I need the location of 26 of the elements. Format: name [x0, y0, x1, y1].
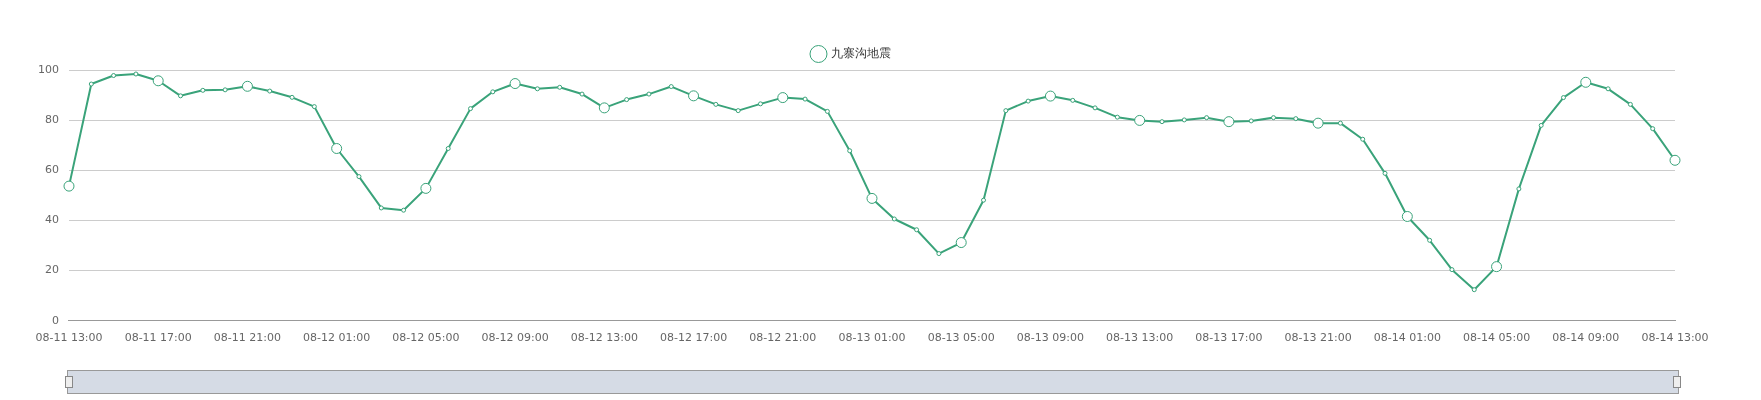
x-tick-label: 08-13 09:00 [1016, 331, 1085, 345]
x-tick-label: 08-13 17:00 [1195, 331, 1263, 345]
x-tick-label: 08-14 01:00 [1373, 331, 1441, 345]
y-tick-label: 80 [45, 113, 59, 127]
x-tick-label: 08-14 13:00 [1641, 331, 1709, 345]
x-tick-label: 08-12 05:00 [392, 331, 460, 345]
x-tick-label: 08-11 13:00 [35, 331, 103, 345]
x-tick-label: 08-13 01:00 [838, 331, 906, 345]
y-tick-label: 0 [52, 313, 59, 327]
x-tick-label: 08-13 13:00 [1106, 331, 1174, 345]
x-tick-label: 08-11 21:00 [213, 331, 282, 345]
x-tick-label: 08-13 21:00 [1284, 331, 1352, 345]
x-tick-label: 08-12 17:00 [659, 331, 728, 345]
x-tick-label: 08-12 13:00 [570, 331, 638, 345]
x-tick-label: 08-12 01:00 [303, 331, 371, 345]
y-tick-label: 20 [45, 263, 59, 277]
x-tick-label: 08-14 09:00 [1552, 331, 1620, 345]
x-tick-label: 08-12 09:00 [481, 331, 549, 345]
x-tick-label: 08-11 17:00 [124, 331, 192, 345]
x-tick-label: 08-13 05:00 [927, 331, 995, 345]
y-tick-label: 40 [45, 213, 59, 227]
legend-label: 九寨沟地震 [830, 46, 891, 61]
x-tick-label: 08-14 05:00 [1462, 331, 1531, 345]
x-tick-label: 08-12 21:00 [749, 331, 817, 345]
y-tick-label: 60 [45, 163, 59, 177]
y-tick-label: 100 [38, 62, 59, 76]
